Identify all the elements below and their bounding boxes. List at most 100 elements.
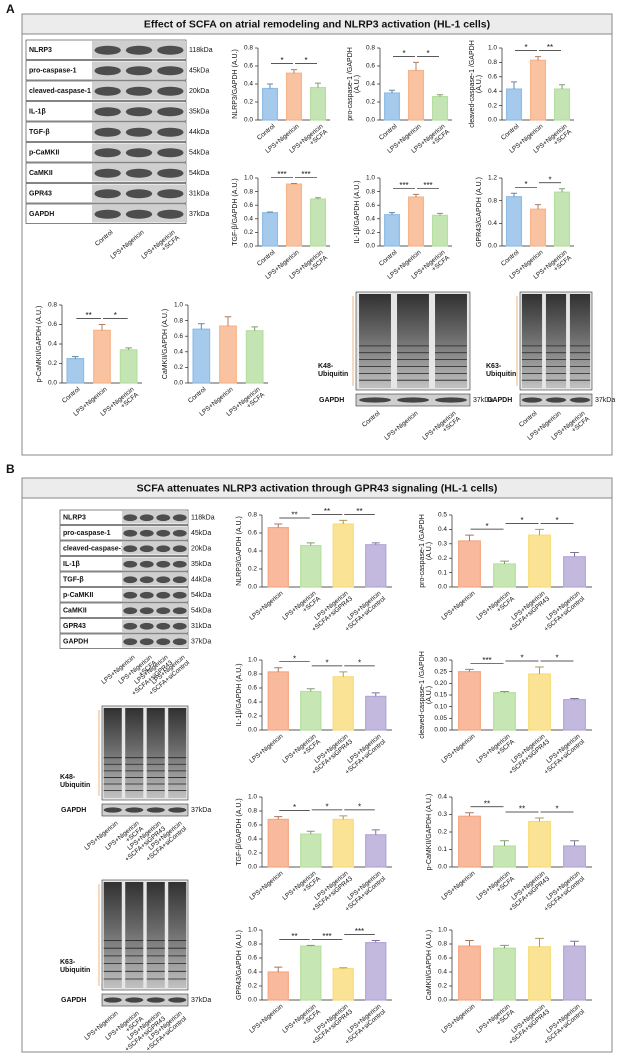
y-tick-label: 0.0 bbox=[174, 380, 183, 387]
blot-strip bbox=[122, 619, 188, 632]
blot-band bbox=[172, 560, 187, 568]
y-tick-label: 0.6 bbox=[248, 822, 257, 829]
bar bbox=[458, 671, 481, 731]
y-tick-label: 0.0 bbox=[366, 243, 375, 250]
bar bbox=[332, 523, 354, 588]
blot-band bbox=[139, 607, 154, 615]
kda-label: 54kDa bbox=[189, 150, 209, 157]
loading-label: GAPDH bbox=[487, 397, 512, 404]
protein-label: GAPDH bbox=[63, 639, 88, 646]
kda-label: 44kDa bbox=[191, 577, 211, 584]
y-tick-label: 0.6 bbox=[174, 333, 183, 340]
kda-label: 45kDa bbox=[189, 68, 209, 75]
y-axis-label: cleaved-caspase-1 /GAPDH (A.U.) bbox=[468, 40, 484, 128]
y-tick-label: 0.15 bbox=[434, 692, 447, 699]
kda-label: 54kDa bbox=[191, 592, 211, 599]
y-tick-label: 0.4 bbox=[438, 794, 447, 801]
ubiquitin-smear bbox=[168, 882, 187, 988]
y-axis-label: pro-caspase-1 /GAPDH (A.U.) bbox=[418, 514, 434, 588]
protein-label: GPR43 bbox=[29, 191, 52, 198]
y-tick-label: 0.6 bbox=[488, 74, 497, 81]
blot-band bbox=[123, 607, 138, 615]
error-bar bbox=[389, 89, 395, 93]
error-bar bbox=[274, 816, 283, 820]
panel-title: SCFA attenuates NLRP3 activation through… bbox=[137, 482, 498, 494]
blot-band bbox=[103, 997, 122, 1003]
y-axis-label: p-CaMKII/GAPDH (A.U.) bbox=[36, 305, 44, 383]
error-bar bbox=[339, 967, 348, 969]
y-tick-label: 0.4 bbox=[248, 699, 257, 706]
y-tick-label: 0.0 bbox=[248, 727, 257, 734]
bar bbox=[300, 833, 322, 868]
error-bar bbox=[500, 944, 509, 949]
blot-band bbox=[157, 45, 184, 55]
blot-band bbox=[125, 189, 153, 199]
ubiquitin-smear bbox=[521, 294, 543, 388]
significance-label: ** bbox=[291, 511, 297, 520]
significance-label: *** bbox=[322, 932, 331, 941]
y-axis-label: IL-1β/GAPDH (A.U.) bbox=[236, 663, 244, 727]
kda-label: 37kDa bbox=[191, 807, 211, 814]
significance-label: ** bbox=[86, 311, 92, 320]
blot-strip bbox=[122, 526, 188, 539]
error-bar bbox=[437, 94, 443, 97]
blot-band bbox=[123, 560, 138, 568]
blot-band bbox=[139, 560, 154, 568]
y-tick-label: 0.4 bbox=[438, 969, 447, 976]
y-tick-label: 0.2 bbox=[366, 229, 375, 236]
error-bar bbox=[306, 830, 315, 835]
blot-strip bbox=[101, 803, 189, 817]
y-axis-label: pro-caspase-1 /GAPDH (A.U.) bbox=[346, 47, 362, 121]
y-tick-label: 0.0 bbox=[438, 864, 447, 871]
blot-band bbox=[125, 86, 153, 96]
blot-band bbox=[156, 529, 171, 537]
y-tick-label: 0.6 bbox=[248, 530, 257, 537]
protein-label: CaMKII bbox=[29, 170, 53, 177]
y-tick-label: 0.4 bbox=[244, 216, 253, 223]
error-bar bbox=[535, 528, 544, 536]
blot-strip bbox=[122, 604, 188, 617]
y-tick-label: 1.0 bbox=[248, 927, 257, 934]
loading-label: GAPDH bbox=[61, 807, 86, 814]
blot-band bbox=[172, 545, 187, 553]
y-tick-label: 0.0 bbox=[244, 117, 253, 124]
y-tick-label: 0.8 bbox=[174, 317, 183, 324]
blot-band bbox=[157, 66, 184, 76]
significance-label: ** bbox=[519, 805, 525, 814]
blot-band bbox=[569, 397, 591, 403]
y-tick-label: 0.8 bbox=[488, 197, 497, 204]
error-bar bbox=[465, 534, 474, 541]
error-bar bbox=[437, 212, 443, 216]
error-bar bbox=[371, 542, 380, 545]
error-bar bbox=[465, 812, 474, 817]
y-tick-label: 0.0 bbox=[48, 380, 57, 387]
bar bbox=[493, 692, 516, 731]
bar bbox=[505, 196, 523, 247]
error-bar bbox=[535, 817, 544, 822]
error-bar bbox=[465, 668, 474, 672]
blot-band bbox=[156, 638, 171, 646]
protein-label: IL-1β bbox=[63, 561, 80, 568]
error-bar bbox=[500, 560, 509, 564]
bar bbox=[528, 534, 551, 588]
bar bbox=[119, 349, 138, 384]
error-bar bbox=[413, 61, 419, 71]
y-tick-label: 0.4 bbox=[488, 220, 497, 227]
ubiquitin-smear bbox=[397, 294, 429, 388]
error-bar bbox=[511, 192, 517, 197]
y-tick-label: 0.6 bbox=[244, 63, 253, 70]
y-tick-label: 0.4 bbox=[366, 81, 375, 88]
significance-label: * bbox=[555, 654, 558, 663]
error-bar bbox=[559, 84, 565, 90]
bar bbox=[458, 945, 481, 1001]
blot-band bbox=[125, 807, 144, 813]
kda-label: 37kDa bbox=[189, 211, 209, 218]
kda-label: 35kDa bbox=[191, 561, 211, 568]
bar bbox=[261, 212, 279, 247]
y-tick-label: 0.2 bbox=[248, 983, 257, 990]
protein-label: CaMKII bbox=[63, 608, 87, 615]
error-bar bbox=[371, 940, 380, 943]
blot-band bbox=[156, 591, 171, 599]
y-tick-label: 0.4 bbox=[488, 88, 497, 95]
bar bbox=[407, 69, 425, 121]
